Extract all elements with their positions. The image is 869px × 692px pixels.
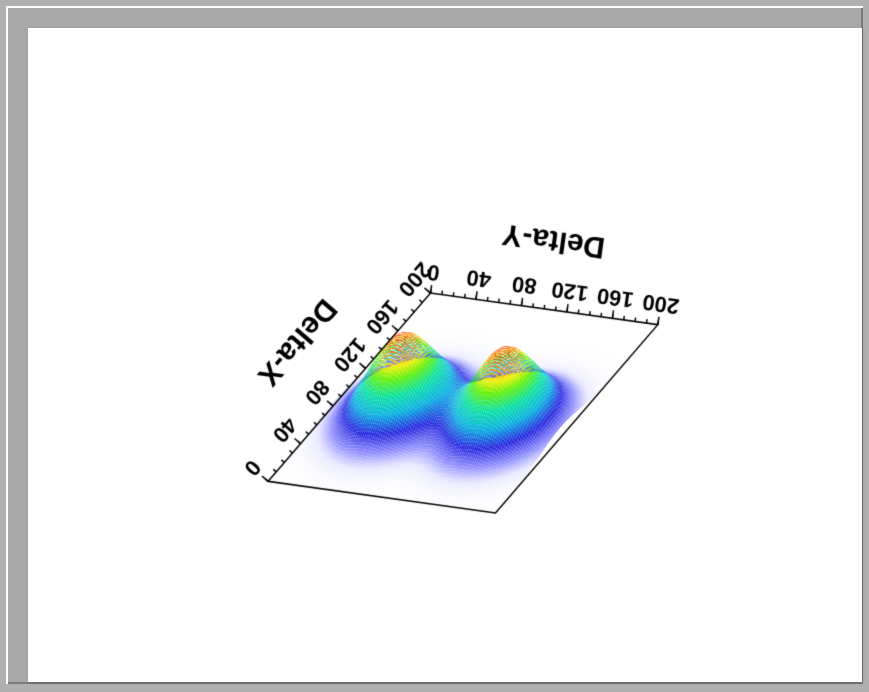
plot-area: Delta-X Delta-Y 0 40 80 120 160 200 0 40… <box>28 28 862 682</box>
surface-plot-canvas <box>28 28 862 682</box>
window-frame: Delta-X Delta-Y 0 40 80 120 160 200 0 40… <box>6 6 863 684</box>
